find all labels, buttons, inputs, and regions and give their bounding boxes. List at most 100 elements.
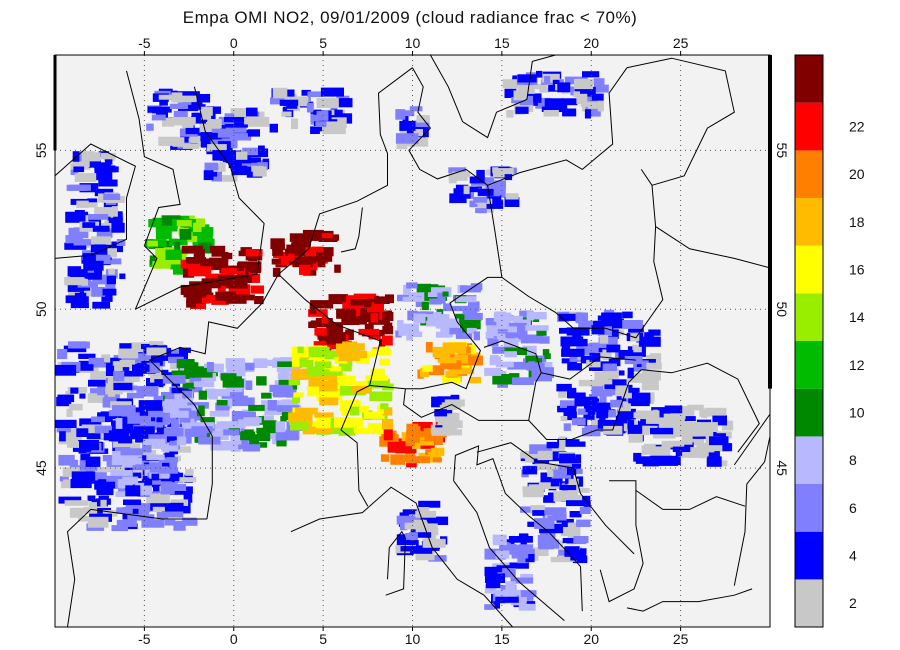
no2-pixel	[119, 343, 132, 349]
colorbar-label: 6	[849, 500, 857, 516]
no2-pixel	[601, 312, 622, 322]
no2-region-0	[64, 151, 126, 309]
no2-pixel	[91, 236, 112, 245]
no2-pixel	[269, 384, 293, 392]
no2-pixel	[648, 329, 661, 336]
no2-pixel	[442, 424, 455, 432]
no2-pixel	[329, 371, 340, 382]
no2-pixel	[149, 462, 162, 473]
no2-pixel	[297, 346, 304, 353]
no2-pixel	[57, 394, 75, 403]
no2-pixel	[558, 313, 579, 321]
no2-pixel	[223, 252, 233, 260]
no2-pixel	[146, 454, 165, 460]
no2-pixel	[469, 176, 485, 184]
no2-pixel	[413, 519, 427, 527]
no2-pixel	[161, 511, 184, 518]
no2-pixel	[687, 404, 704, 411]
no2-pixel	[108, 430, 129, 442]
no2-pixel	[604, 409, 617, 418]
no2-pixel	[563, 423, 571, 431]
no2-pixel	[185, 469, 194, 476]
no2-pixel	[133, 514, 155, 520]
no2-pixel	[95, 254, 111, 265]
no2-pixel	[183, 416, 191, 423]
no2-pixel	[415, 523, 438, 533]
no2-pixel	[406, 423, 419, 434]
no2-region-10	[180, 245, 264, 309]
no2-pixel	[413, 315, 426, 324]
no2-pixel	[81, 278, 88, 286]
no2-pixel	[449, 327, 463, 335]
coastline	[453, 480, 565, 621]
no2-pixel	[682, 406, 695, 418]
colorbar-swatch	[795, 436, 823, 484]
no2-pixel	[658, 408, 668, 417]
no2-pixel	[544, 98, 564, 108]
no2-pixel	[575, 312, 588, 324]
no2-pixel	[295, 360, 314, 368]
no2-pixel	[132, 453, 150, 463]
no2-pixel	[410, 526, 432, 538]
no2-pixel	[289, 417, 299, 425]
no2-pixel	[191, 426, 213, 434]
no2-pixel	[461, 318, 481, 330]
no2-pixel	[574, 396, 598, 407]
no2-pixel	[242, 147, 258, 156]
no2-pixel	[164, 399, 188, 408]
no2-pixel	[487, 338, 499, 347]
lon-tick-label-bottom: 10	[405, 631, 421, 647]
no2-pixel	[189, 281, 212, 289]
no2-pixel	[502, 568, 516, 578]
no2-pixel	[82, 430, 102, 436]
no2-pixel	[350, 299, 372, 306]
no2-pixel	[594, 371, 608, 381]
lon-tick-label-bottom: 25	[673, 631, 689, 647]
no2-pixel	[431, 427, 451, 436]
no2-pixel	[463, 185, 470, 195]
no2-pixel	[317, 260, 326, 268]
no2-pixel	[573, 487, 590, 493]
no2-pixel	[178, 101, 199, 112]
no2-pixel	[169, 410, 189, 418]
no2-pixel	[94, 425, 112, 434]
no2-pixel	[249, 434, 260, 445]
no2-pixel	[101, 152, 116, 160]
no2-pixel	[422, 538, 446, 548]
no2-pixel	[520, 506, 535, 513]
no2-pixel	[193, 381, 215, 388]
no2-pixel	[558, 391, 567, 398]
no2-pixel	[116, 239, 126, 246]
no2-pixel	[162, 406, 176, 418]
no2-pixel	[288, 379, 301, 386]
no2-pixel	[162, 117, 175, 127]
no2-pixel	[59, 431, 66, 442]
no2-pixel	[453, 188, 471, 199]
no2-pixel	[532, 547, 549, 556]
no2-pixel	[406, 331, 423, 337]
no2-pixel	[567, 405, 577, 416]
no2-pixel	[155, 109, 168, 120]
no2-pixel	[211, 389, 230, 397]
no2-pixel	[245, 249, 263, 257]
no2-pixel	[552, 79, 560, 85]
no2-pixel	[126, 392, 144, 399]
no2-pixel	[113, 382, 133, 391]
no2-pixel	[87, 495, 96, 502]
no2-pixel	[400, 323, 420, 332]
colorbar-swatch	[795, 198, 823, 246]
no2-pixel	[55, 364, 77, 376]
no2-pixel	[383, 429, 393, 441]
no2-pixel	[582, 71, 600, 78]
no2-pixel	[155, 228, 172, 240]
no2-pixel	[149, 469, 170, 479]
no2-pixel	[230, 108, 250, 118]
no2-region-6	[269, 87, 353, 135]
no2-pixel	[236, 262, 244, 271]
no2-pixel	[355, 427, 379, 435]
no2-pixel	[153, 484, 160, 495]
no2-pixel	[454, 355, 469, 364]
no2-pixel	[229, 133, 252, 141]
lon-tick-label-top: 15	[494, 35, 510, 51]
no2-pixel	[100, 411, 113, 423]
